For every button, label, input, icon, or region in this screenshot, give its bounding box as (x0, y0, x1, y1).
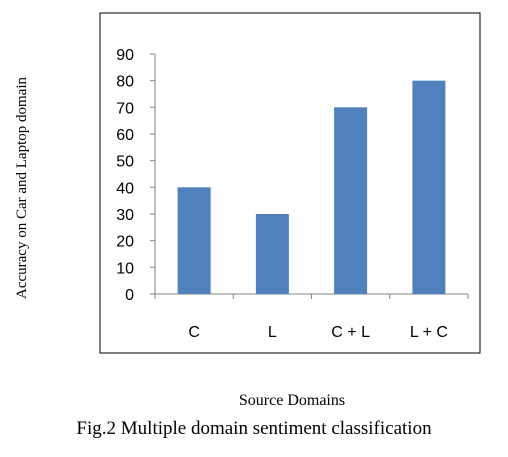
figure-caption: Fig.2 Multiple domain sentiment classifi… (76, 418, 432, 439)
x-tick-label: C (188, 324, 200, 341)
y-tick-label: 40 (116, 180, 134, 197)
x-tick-label: L (268, 324, 277, 341)
x-tick-label: C + L (331, 324, 370, 341)
y-tick-label: 30 (116, 207, 134, 224)
chart-frame (99, 12, 481, 354)
y-tick-label: 80 (116, 74, 134, 91)
y-tick-label: 90 (116, 47, 134, 64)
y-tick-label: 10 (116, 260, 134, 277)
bar (412, 80, 446, 295)
y-axis-label: Accuracy on Car and Laptop domain (14, 77, 30, 300)
y-tick-label: 50 (116, 154, 134, 171)
bar (177, 187, 211, 294)
y-tick-label: 20 (116, 234, 134, 251)
y-tick-label: 0 (125, 287, 134, 304)
x-axis-label: Source Domains (239, 392, 345, 409)
bar (255, 214, 289, 294)
y-tick-label: 60 (116, 127, 134, 144)
y-tick-label: 70 (116, 100, 134, 117)
x-tick-label: L + C (410, 324, 448, 341)
bar (334, 107, 368, 294)
plot-area: 0 10 20 30 40 50 60 70 80 90 C L C + L L + C (116, 47, 469, 341)
